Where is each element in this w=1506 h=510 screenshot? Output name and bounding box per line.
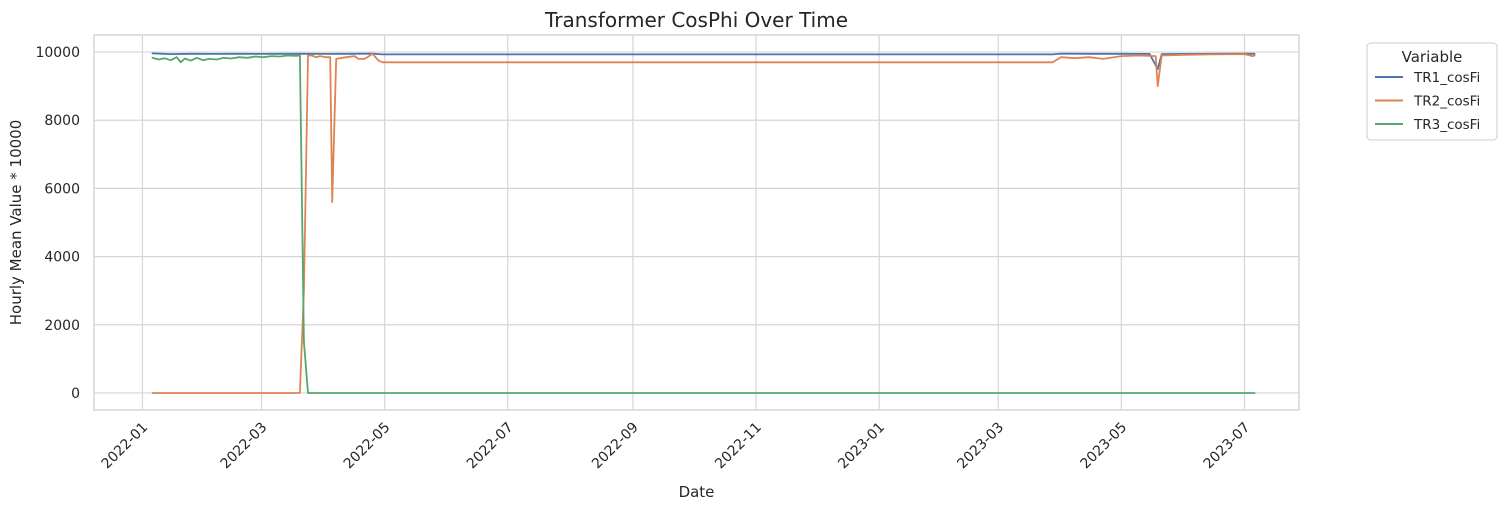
legend-label: TR3_cosFi <box>1413 117 1480 133</box>
x-tick-label: 2023-03 <box>954 420 1007 473</box>
series-line-tr3-cosfi <box>151 54 1256 394</box>
legend-box <box>1366 42 1498 141</box>
x-tick-label: 2022-03 <box>218 420 271 473</box>
x-tick-label: 2022-01 <box>99 420 152 473</box>
y-axis-title: Hourly Mean Value * 10000 <box>7 120 25 326</box>
x-tick-label: 2023-05 <box>1078 420 1131 473</box>
x-tick-label: 2023-01 <box>835 420 888 473</box>
legend-title: Variable <box>1402 48 1463 66</box>
x-tick-label: 2022-05 <box>341 420 394 473</box>
y-tick-label: 0 <box>71 386 80 402</box>
y-tick-label: 2000 <box>44 318 80 334</box>
legend-label: TR1_cosFi <box>1413 70 1480 86</box>
legend-items: TR1_cosFi TR2_cosFi TR3_cosFi <box>1375 70 1480 133</box>
y-tick-label: 8000 <box>44 113 80 129</box>
series-line-tr1-cosfi <box>151 52 1256 70</box>
series-lines <box>151 52 1256 394</box>
x-tick-label: 2022-11 <box>712 420 765 473</box>
chart-title: Transformer CosPhi Over Time <box>544 8 848 32</box>
y-tick-label: 6000 <box>44 181 80 197</box>
y-tick-label: 10000 <box>35 45 80 61</box>
x-axis-title: Date <box>679 483 715 501</box>
series-line-tr2-cosfi <box>151 52 1256 394</box>
plot-area <box>93 34 1300 411</box>
x-tick-label: 2023-07 <box>1201 420 1254 473</box>
x-tick-label: 2022-07 <box>464 420 517 473</box>
legend-label: TR2_cosFi <box>1413 94 1480 110</box>
y-tick-label: 4000 <box>44 250 80 266</box>
x-tick-label: 2022-09 <box>589 420 642 473</box>
legend: Variable TR1_cosFi TR2_cosFi TR3_cosFi <box>1366 42 1498 141</box>
